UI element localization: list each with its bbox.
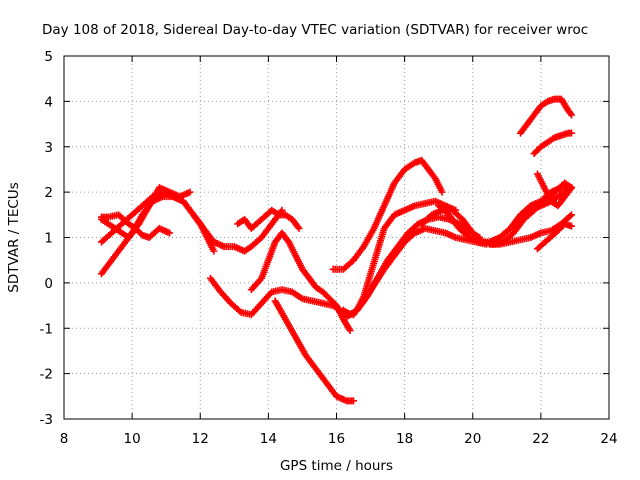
series-track-5 — [234, 206, 303, 232]
series-track-7 — [247, 229, 354, 335]
y-tick-label: 4 — [44, 94, 53, 110]
y-tick-label: -1 — [40, 321, 53, 337]
x-tick-label: 14 — [260, 431, 277, 447]
data-point — [568, 129, 576, 137]
x-tick-label: 18 — [396, 431, 413, 447]
data-point — [295, 224, 303, 232]
series-track-18 — [533, 170, 576, 210]
data-point — [568, 111, 576, 119]
y-tick-label: 0 — [44, 276, 53, 292]
data-point — [566, 185, 574, 193]
data-point — [210, 247, 218, 255]
y-tick-label: 5 — [44, 49, 53, 65]
data-point — [236, 307, 244, 315]
series-track-19 — [530, 129, 576, 158]
y-tick-label: -3 — [40, 412, 53, 428]
data-point — [568, 211, 576, 219]
data-point — [166, 229, 174, 237]
y-tick-label: 1 — [44, 231, 53, 247]
y-tick-label: -2 — [40, 367, 53, 383]
x-tick-label: 24 — [600, 431, 617, 447]
data-points — [97, 95, 576, 405]
data-point — [566, 212, 574, 220]
x-tick-label: 20 — [464, 431, 481, 447]
data-point — [346, 327, 354, 335]
x-tick-label: 22 — [532, 431, 549, 447]
data-point — [294, 223, 302, 231]
chart-title: Day 108 of 2018, Sidereal Day-to-day VTE… — [42, 22, 588, 38]
x-tick-label: 16 — [328, 431, 345, 447]
data-point — [566, 109, 574, 117]
data-point — [350, 397, 358, 405]
x-tick-label: 8 — [60, 431, 69, 447]
series-track-17 — [533, 220, 576, 253]
x-tick-label: 10 — [124, 431, 141, 447]
y-tick-label: 3 — [44, 140, 53, 156]
series-track-8 — [271, 297, 358, 405]
y-axis-label: SDTVAR / TECUs — [6, 182, 22, 292]
data-point — [438, 188, 446, 196]
data-point — [568, 184, 576, 192]
data-point — [186, 188, 194, 196]
y-tick-label: 2 — [44, 185, 53, 201]
x-axis-label: GPS time / hours — [280, 458, 393, 474]
series-track-4 — [97, 184, 194, 241]
x-tick-label: 12 — [192, 431, 209, 447]
series-track-1 — [97, 193, 218, 278]
data-point — [568, 222, 576, 230]
grid-lines — [64, 56, 609, 419]
series-track-9 — [329, 156, 446, 273]
series-track-20 — [516, 95, 576, 137]
